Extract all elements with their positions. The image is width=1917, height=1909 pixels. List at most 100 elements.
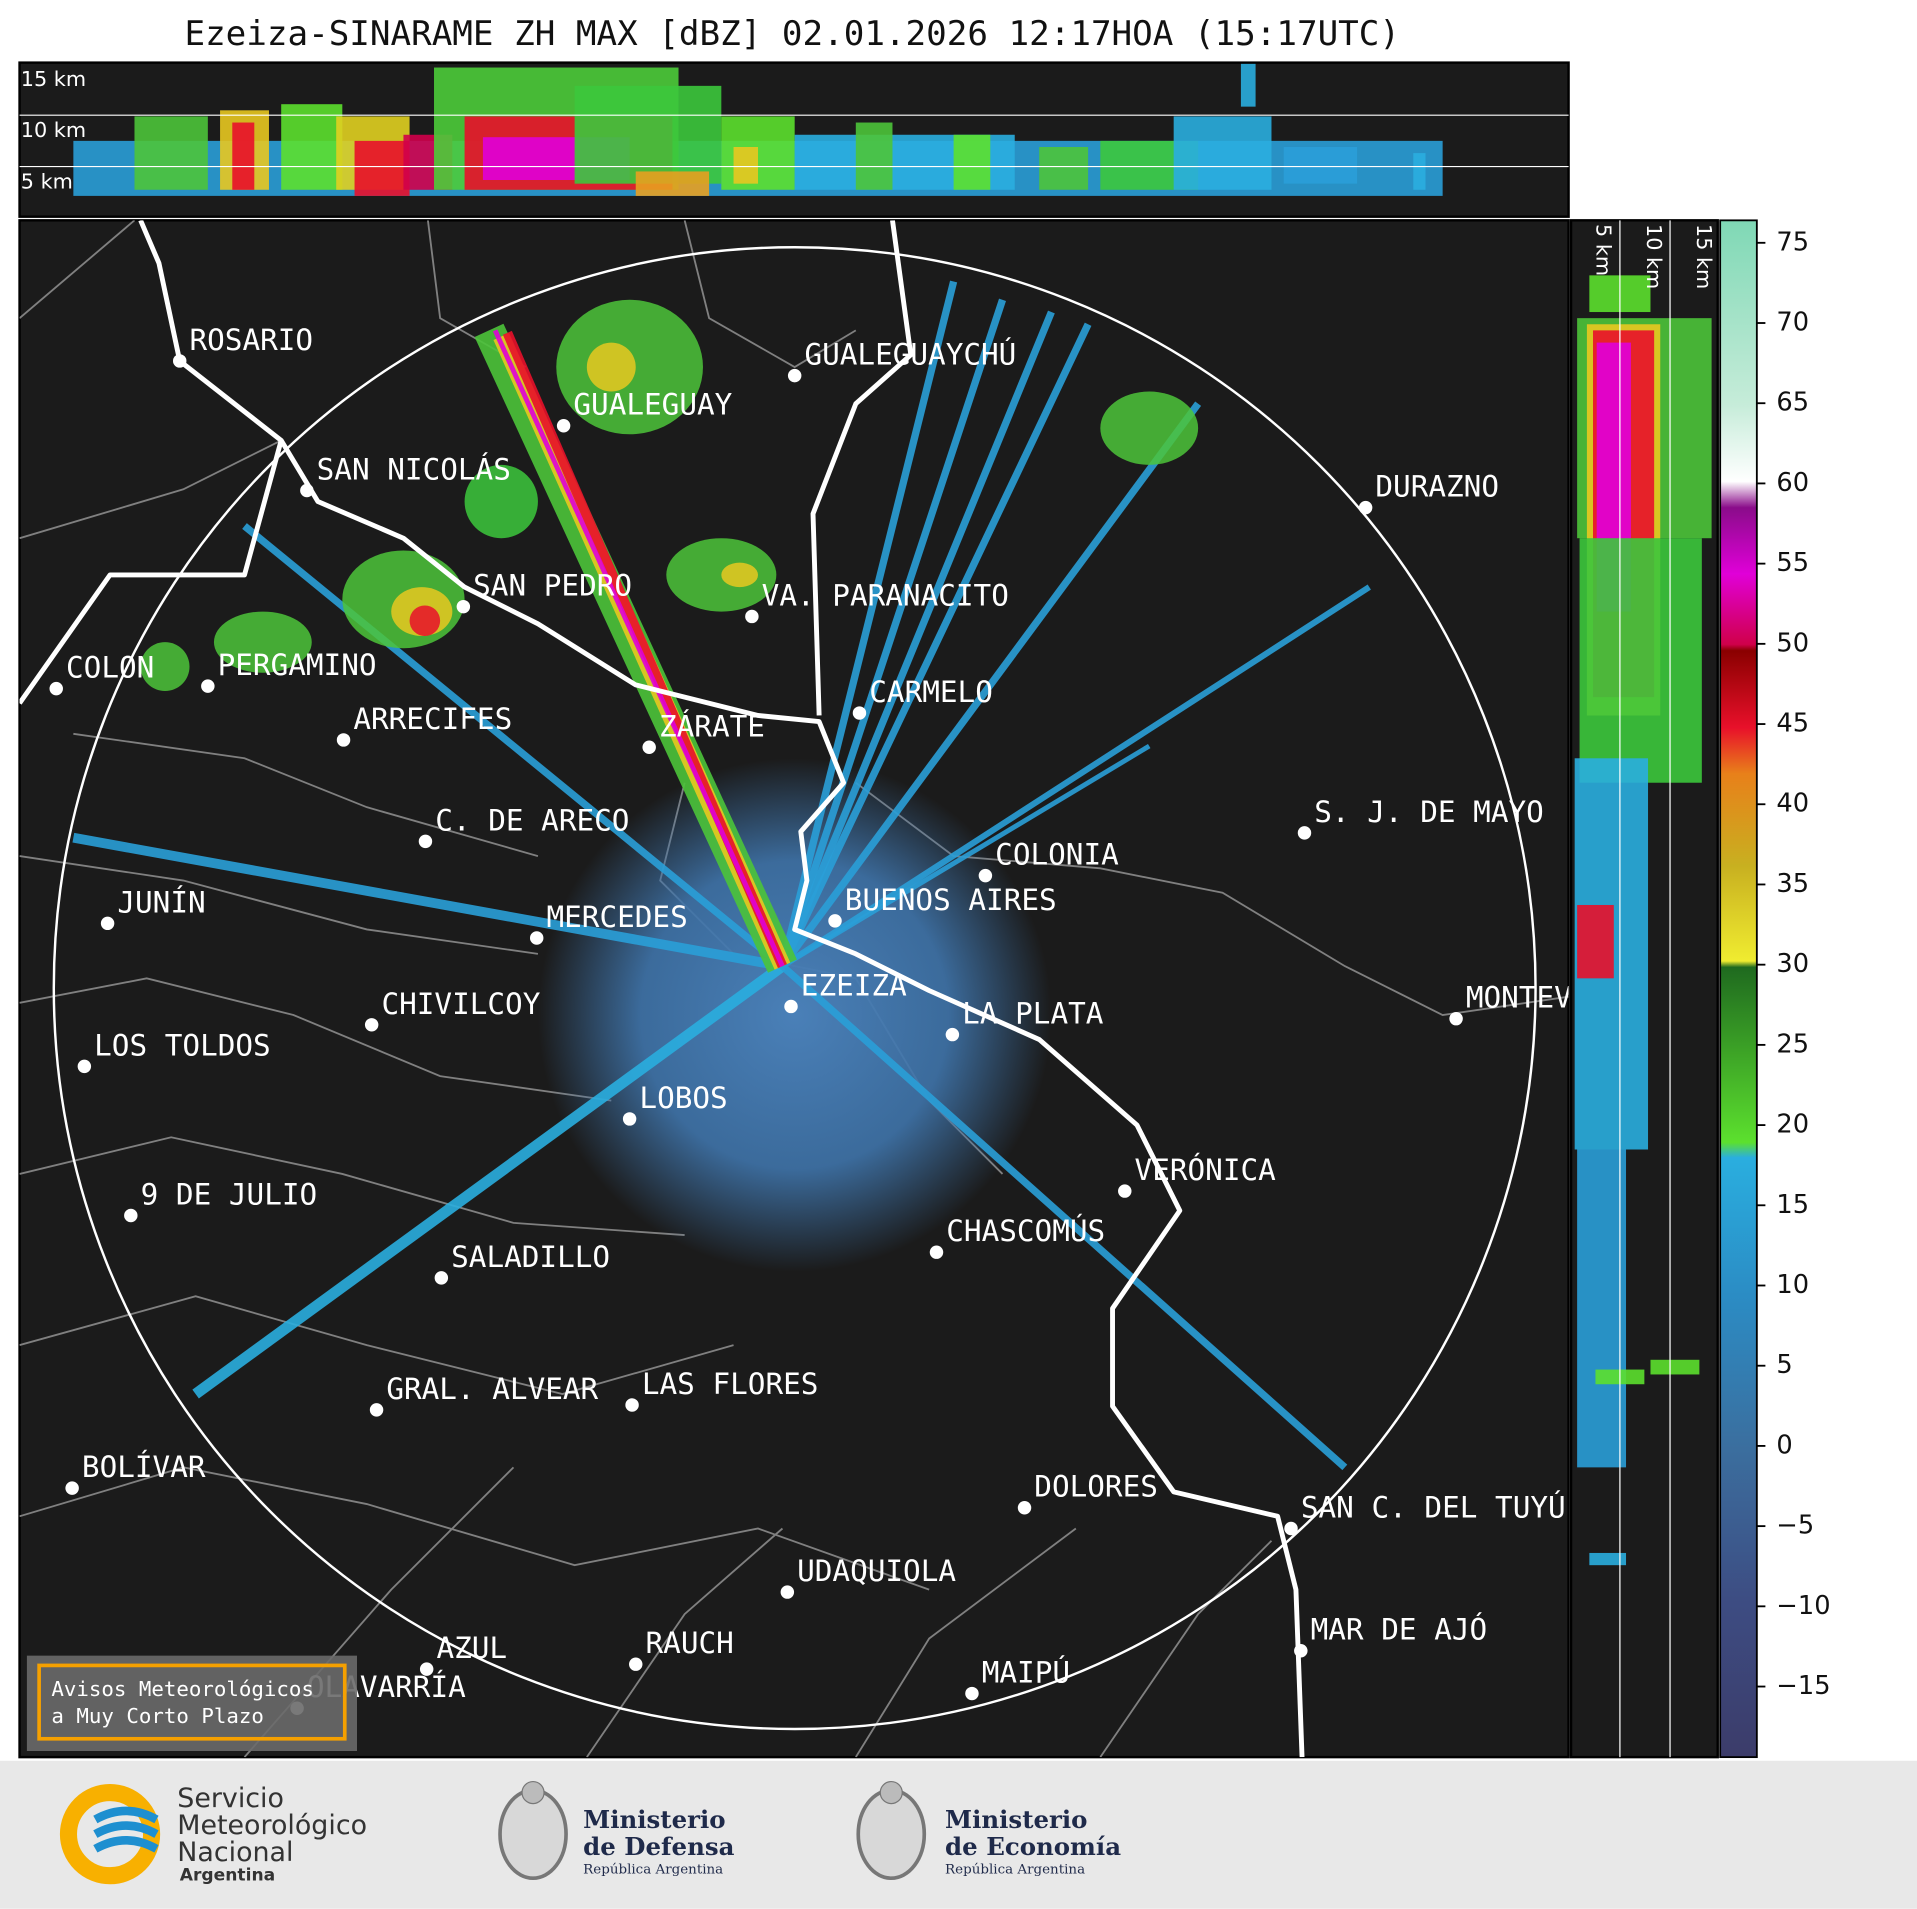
city-label: GUALEGUAYCHÚ [804,336,1016,372]
button-bg[interactable] [26,1655,357,1752]
colorbar-tick-label: 25 [1776,1029,1809,1059]
echo-cell [140,642,190,692]
city-dot [945,1027,960,1042]
top-section-echoes [73,63,1443,196]
echo [1039,146,1089,190]
height-label: 10 km [1642,224,1666,289]
echo-ray [779,322,1092,968]
map-layer: ROSARIO GUALEGUAYCHÚ GUALEGUAY SAN NICOLÁS D… [19,220,1643,1758]
city-dot [300,483,314,498]
city-dot [787,368,802,383]
colorbar-tick-label: 15 [1776,1190,1809,1220]
logo-text: Nacional [177,1837,293,1868]
echo-blob [537,758,1052,1272]
city-dot [100,916,115,931]
colorbar-tick-label: 60 [1776,468,1809,498]
height-label: 15 km [21,67,86,91]
colorbar [1719,219,1758,1759]
city-label: SALADILLO [451,1240,610,1274]
city-dot [65,1481,79,1495]
city-dot [965,1686,979,1701]
city-label: EZEIZA [801,968,907,1002]
river [810,220,914,716]
city-dot [629,1657,643,1671]
city-label: MAIPÚ [982,1654,1070,1690]
city-dot [852,706,867,720]
echo [1579,538,1702,783]
city-dot [336,733,351,747]
city-label: LAS FLORES [642,1367,819,1401]
logo-text: Ministerio [945,1805,1087,1834]
river [138,220,1305,1758]
city-dot [419,1662,434,1676]
city-dot [434,1271,449,1285]
city-label: 9 DE JULIO [141,1178,318,1212]
colorbar-tick-label: −5 [1776,1511,1814,1541]
city-label: LOBOS [639,1081,727,1115]
city-label: MAR DE AJÓ [1311,1611,1488,1647]
height-label: 5 km [21,170,73,194]
colorbar-tick-label: −15 [1776,1671,1830,1701]
logo-sun [521,1780,545,1805]
echo [733,146,758,184]
city-label: SAN PEDRO [473,569,632,603]
city-dot [1118,1184,1132,1198]
right-section-echoes [1574,275,1712,1566]
river [19,439,284,705]
city-label: CHASCOMÚS [946,1212,1105,1248]
echo-cell [586,342,636,392]
echo-ray [780,584,1371,969]
city-label: GUALEGUAY [573,388,732,422]
city-label: MONTEVIDEO [1466,981,1643,1015]
echo-cell [464,464,538,539]
colorbar-tick-label: 20 [1776,1110,1809,1140]
colorbar-tick-label: 0 [1776,1430,1792,1460]
button-text[interactable]: a Muy Corto Plazo [51,1704,264,1728]
height-label: 5 km [1592,224,1616,276]
city-label: COLONIA [995,838,1119,872]
logo-text: Meteorológico [177,1810,367,1841]
city-label: VA. PARANACITO [762,578,1009,612]
echo-cell [721,562,758,588]
echo-ray [780,963,1348,1471]
border [19,220,539,955]
echo [1577,1149,1627,1468]
colorbar-tick-label: 50 [1776,628,1809,658]
warning-button[interactable]: Avisos Meteorológicos a Muy Corto Plazo [26,1655,357,1752]
echo-ray [779,401,1202,969]
city-dot [929,1245,944,1259]
button-text[interactable]: Avisos Meteorológicos [51,1677,314,1701]
button-border[interactable] [37,1663,347,1741]
city-dot [556,419,571,433]
echo [1283,146,1358,184]
city-label: LA PLATA [962,997,1104,1031]
city-label: RAUCH [646,1626,734,1660]
city-label: CHIVILCOY [381,987,540,1021]
height-label: 15 km [1692,224,1716,289]
city-label: ZÁRATE [659,708,765,743]
echo [1240,63,1256,107]
echo-cell [1100,391,1199,465]
logo-text: de Economía [945,1832,1121,1861]
logo-sun [879,1780,903,1805]
echo [855,122,893,190]
colorbar-ticks: −15 −10 −5 0 5 10 15 20 25 30 35 40 45 50 55 60 65 70 75 [1756,227,1831,1701]
echo-ray [779,310,1055,968]
echo [1413,153,1426,190]
echo [1650,1359,1700,1375]
city-dot [456,599,471,614]
logo-text: Servicio [177,1783,284,1814]
city-dot [784,999,798,1014]
colorbar-tick-label: −10 [1776,1591,1830,1621]
city-dot [828,914,842,928]
echo [354,140,410,196]
city-label: DOLORES [1034,1470,1158,1504]
city-dot [172,354,187,368]
city-dot [364,1018,379,1032]
colorbar-tick-label: 65 [1776,388,1809,418]
colorbar-tick-label: 55 [1776,548,1809,578]
logo-text: Ministerio [583,1805,725,1834]
economia-logo: Ministerio de Economía República Argenti… [856,1780,1121,1880]
